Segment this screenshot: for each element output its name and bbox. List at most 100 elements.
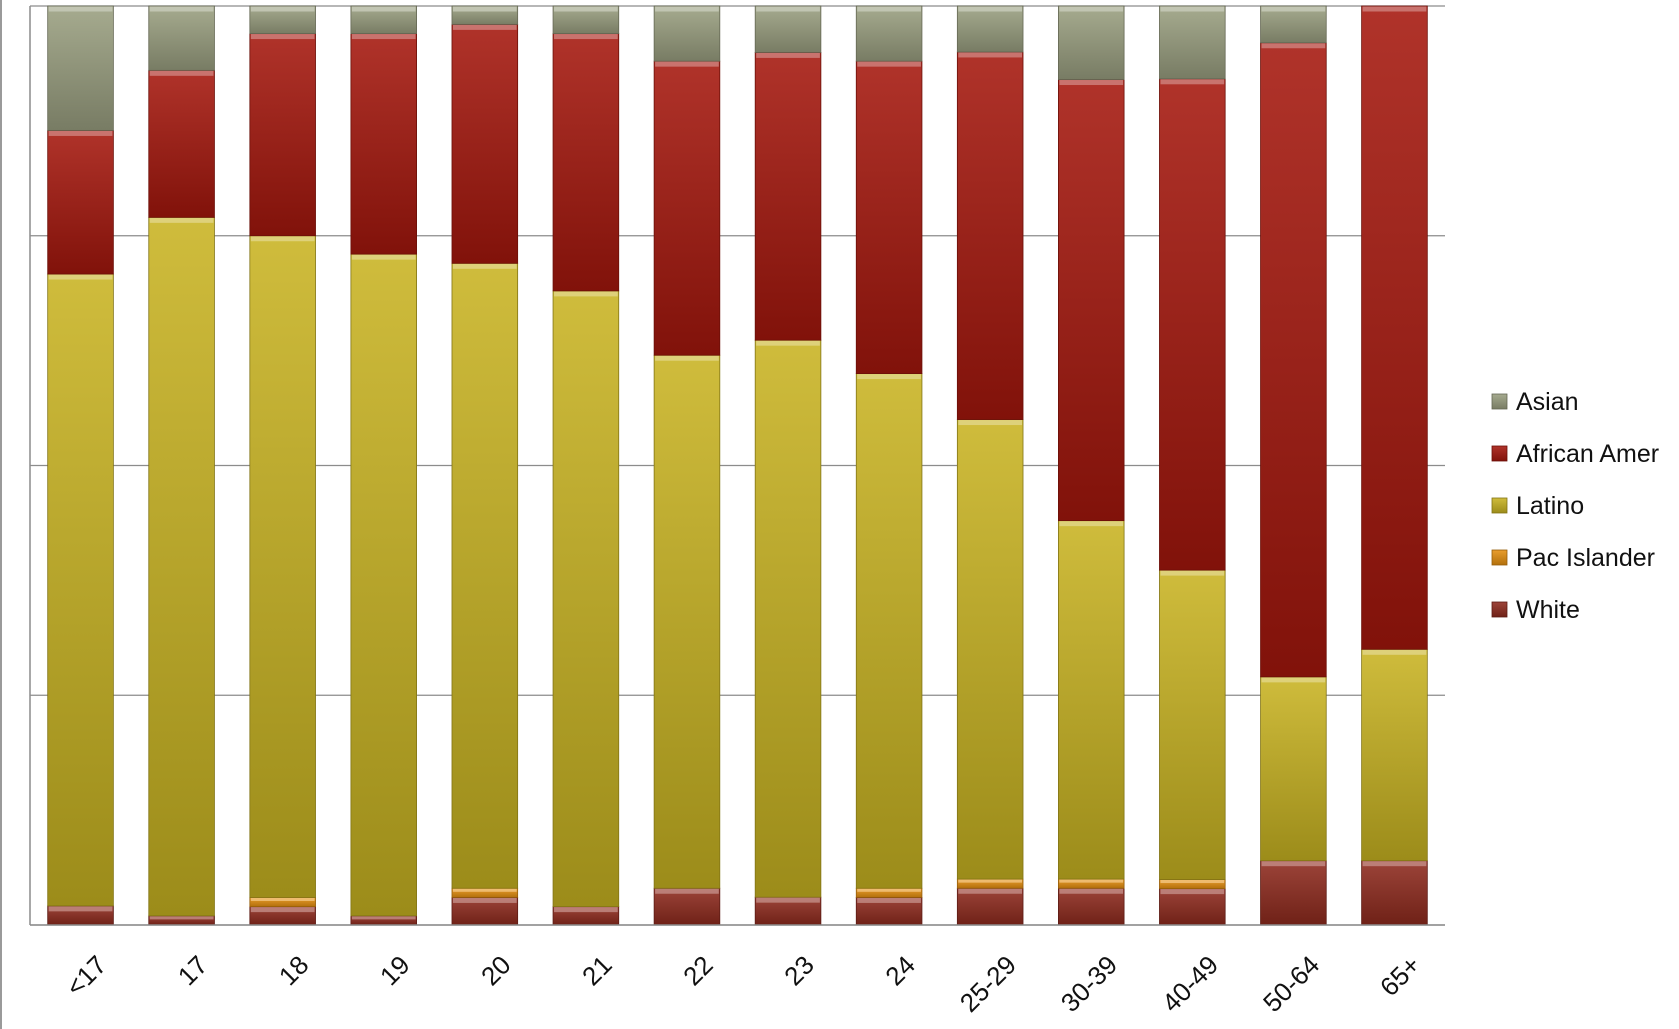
bar-segment-highlight <box>554 291 618 297</box>
x-tick-label: 23 <box>778 950 820 992</box>
bar-segment-highlight <box>250 6 315 12</box>
bar-segment-highlight <box>149 916 214 920</box>
legend-item-asian: Asian <box>1491 388 1579 416</box>
bar-segment-highlight <box>857 6 921 12</box>
bar-segment-african-amer-65 <box>1361 5 1428 650</box>
bar-segment-highlight <box>48 274 113 280</box>
bar-segment-highlight <box>1261 861 1326 867</box>
legend-swatch <box>1491 601 1508 618</box>
x-tick-label: 30-39 <box>1055 950 1123 1018</box>
bar-segment-highlight <box>554 6 618 12</box>
bar-segment-highlight <box>149 70 214 76</box>
bar-segment-highlight <box>1362 6 1427 12</box>
legend-item-latino: Latino <box>1491 492 1584 520</box>
bar-segment-highlight <box>857 897 921 903</box>
gridlines <box>30 5 1445 926</box>
bar-segment-highlight <box>1059 888 1124 894</box>
bar-segment-highlight <box>756 897 820 903</box>
bar-segment-highlight <box>250 236 315 242</box>
bar-segment-african-amer-20 <box>451 23 519 264</box>
x-tick-label: 19 <box>374 950 416 992</box>
legend-label: Latino <box>1516 492 1584 520</box>
bar-segment-asian-17 <box>148 5 215 71</box>
bar-segment-highlight <box>48 6 113 12</box>
bar-segment-highlight <box>655 888 719 894</box>
bar-segment-highlight <box>1160 880 1225 884</box>
bar-segment-highlight <box>958 879 1023 883</box>
bar-segment-highlight <box>452 897 517 903</box>
bar-segment-highlight <box>1362 861 1427 867</box>
bar-segment-asian-30-39 <box>1058 5 1125 80</box>
bar-segment-highlight <box>250 907 315 913</box>
bar-segment-white-50-64 <box>1260 860 1327 926</box>
legend-swatch <box>1491 393 1508 410</box>
x-tick-label: 25-29 <box>954 950 1022 1018</box>
bar-segment-highlight <box>756 6 820 12</box>
x-tick-label: 40-49 <box>1156 950 1224 1018</box>
bar-segment-highlight <box>958 420 1023 426</box>
axes <box>0 0 1445 1029</box>
legend-label: Pac Islander <box>1516 544 1655 572</box>
x-tick-label: 17 <box>172 950 214 992</box>
bar-segment-highlight <box>857 61 921 67</box>
bar-segment-highlight <box>655 61 719 67</box>
bar-segment-white-22 <box>653 887 721 926</box>
bar-segment-highlight <box>857 374 921 380</box>
legend-swatch <box>1491 497 1508 514</box>
legend-item-pac-islander: Pac Islander <box>1491 544 1655 572</box>
bar-segment-asian-23 <box>754 5 822 53</box>
bar-segment-white-25-29 <box>956 887 1024 926</box>
bar-segment-asian-40-49 <box>1159 5 1226 80</box>
bar-segment-highlight <box>1160 570 1225 576</box>
bar-segment-african-amer-18 <box>249 33 316 237</box>
bar-segment-latino-24 <box>855 373 923 889</box>
bar-segment-highlight <box>250 34 315 40</box>
bar-segment-highlight <box>958 6 1023 12</box>
bar-segment-african-amer-50-64 <box>1260 42 1327 678</box>
bar-segment-african-amer-19 <box>350 33 417 255</box>
bar-segment-latino-25-29 <box>956 419 1024 880</box>
bar-segment-highlight <box>756 340 820 346</box>
bar-segment-highlight <box>452 888 517 892</box>
bar-segment-asian-17 <box>47 5 114 131</box>
bar-segment-highlight <box>452 263 517 269</box>
x-tick-labels: <17 17 18 19 20 21 22 23 24 25-29 30-39 40-49 50-64 6… <box>60 950 1426 1018</box>
legend-label: African Amer <box>1516 440 1659 468</box>
bar-segment-highlight <box>351 254 416 260</box>
bar-segment-highlight <box>1261 6 1326 12</box>
bar-segment-highlight <box>655 6 719 12</box>
bar-segment-highlight <box>351 6 416 12</box>
bar-segment-highlight <box>149 217 214 223</box>
x-tick-label: <17 <box>60 950 112 1002</box>
bar-segment-african-amer-24 <box>855 60 923 374</box>
bar-segment-asian-25-29 <box>956 5 1024 53</box>
bar-segment-highlight <box>1160 6 1225 12</box>
x-tick-label: 20 <box>475 950 517 992</box>
bar-segment-latino-21 <box>552 290 620 908</box>
bar-segment-highlight <box>1362 649 1427 655</box>
x-tick-label: 24 <box>879 950 921 992</box>
bar-segment-highlight <box>958 888 1023 894</box>
bar-segment-highlight <box>351 34 416 40</box>
legend-label: Asian <box>1516 388 1579 416</box>
bar-segment-latino-65 <box>1361 648 1428 862</box>
bar-segment-highlight <box>351 916 416 920</box>
bar-segment-highlight <box>452 24 517 30</box>
legend-item-white: White <box>1491 596 1580 624</box>
bar-segment-african-amer-40-49 <box>1159 78 1226 571</box>
bar-segment-highlight <box>554 34 618 40</box>
x-tick-label: 18 <box>273 950 315 992</box>
bar-segment-latino-18 <box>249 235 316 898</box>
bar-segment-latino-50-64 <box>1260 676 1327 862</box>
bar-segment-latino-19 <box>350 253 417 917</box>
bar-segment-african-amer-25-29 <box>956 51 1024 420</box>
bar-segment-highlight <box>149 6 214 12</box>
bar-segment-highlight <box>1261 677 1326 683</box>
bar-segment-highlight <box>1160 79 1225 85</box>
bar-segment-highlight <box>857 888 921 892</box>
bar-segment-african-amer-17 <box>47 130 114 275</box>
bar-segment-highlight <box>452 6 517 12</box>
x-tick-label: 22 <box>677 950 719 992</box>
bar-segment-african-amer-22 <box>653 60 721 356</box>
bar-segment-highlight <box>655 355 719 361</box>
